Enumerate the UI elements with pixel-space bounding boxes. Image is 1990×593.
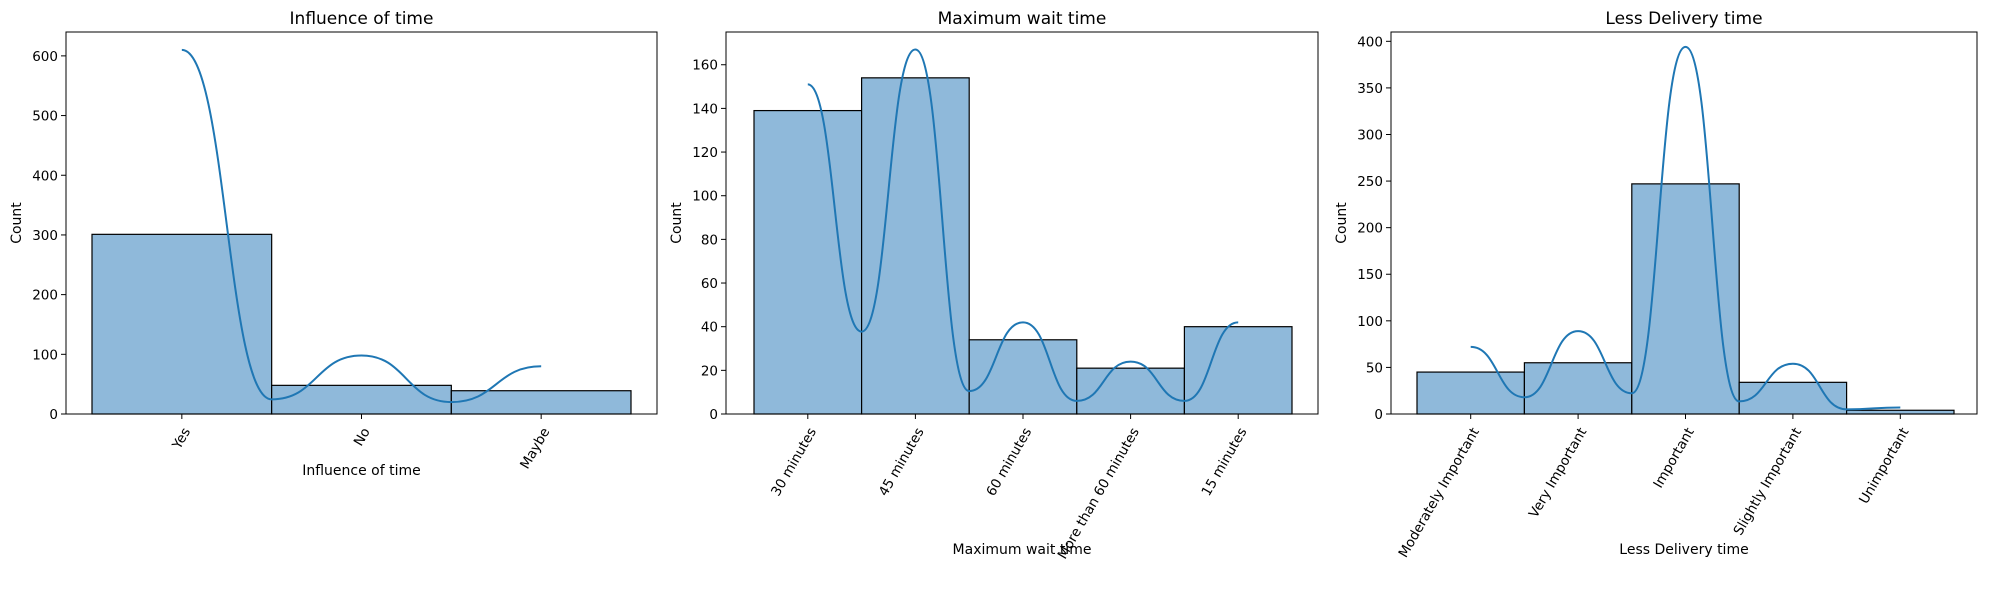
x-tick-label: 45 minutes [876,425,928,499]
x-tick-label: Moderately Important [1395,425,1482,560]
subplot-1: 0 100 200 300 400 500 600 Yes No Maybe Influence o… [9,9,658,479]
y-tick-label: 400 [32,168,58,184]
y-tick-label: 350 [1357,81,1383,97]
y-tick-label: 80 [701,232,718,248]
y-tick-label: 50 [1366,360,1383,376]
kde-curve [181,48,542,404]
bar-unimportant [1845,409,1955,415]
y-tick-label: 20 [701,363,718,379]
axes-frame [1390,31,1978,415]
x-tick-label: Important [1650,425,1697,491]
bar-important [1631,183,1740,415]
y-tick-label: 0 [709,407,718,423]
y-tick-label: 400 [1357,34,1383,50]
bar-more-than-60-minutes [1076,367,1186,415]
kde-curve [1470,45,1901,411]
bar-no [271,384,452,415]
x-tick-label: Yes [169,425,194,453]
y-axis-label: Count [9,202,25,244]
chart-title: Less Delivery time [1605,9,1762,29]
x-axis-label: Influence of time [302,463,421,479]
y-tick-label: 140 [692,101,718,117]
y-axis-label: Count [669,202,685,244]
bar-maybe [450,390,632,415]
y-tick-label: 0 [49,407,58,423]
subplot-3: 0 50 100 150 200 250 300 350 400 Moderately Impor… [1334,9,1978,561]
y-tick-label: 500 [32,109,58,125]
x-axis-label: Less Delivery time [1619,542,1748,558]
y-tick-label: 150 [1357,267,1383,283]
y-tick-label: 200 [1357,221,1383,237]
bar-moderately-important [1416,371,1526,415]
y-tick-label: 100 [692,189,718,205]
chart-title: Influence of time [290,9,434,29]
x-tick-label: 30 minutes [768,425,820,499]
x-tick-label: Maybe [517,425,553,472]
bar-slightly-important [1738,381,1848,415]
y-tick-label: 100 [1357,314,1383,330]
x-tick-label: Unimportant [1856,425,1912,507]
kde-curve [807,48,1239,402]
x-tick-label: 60 minutes [983,425,1035,499]
bar-15-minutes [1183,326,1293,415]
y-tick-label: 40 [701,320,718,336]
y-tick-label: 200 [32,288,58,304]
x-axis-label: Maximum wait time [953,542,1092,558]
x-tick-label: Very Important [1526,425,1590,521]
y-tick-label: 250 [1357,174,1383,190]
bar-45-minutes [860,77,970,415]
y-tick-label: 600 [32,49,58,65]
x-tick-label: No [351,425,374,449]
bar-30-minutes [753,109,863,415]
y-tick-label: 60 [701,276,718,292]
y-tick-label: 100 [32,347,58,363]
x-tick-label: Slightly Important [1731,425,1806,538]
y-axis-label: Count [1334,202,1350,244]
axes-frame [725,31,1319,415]
bar-60-minutes [968,339,1078,415]
subplot-2: 0 20 40 60 80 100 120 140 160 30 minutes 45 minute… [669,9,1319,562]
x-tick-label: 15 minutes [1199,425,1251,499]
y-tick-label: 300 [32,228,58,244]
bar-very-important [1523,362,1633,415]
y-tick-label: 160 [692,58,718,74]
y-tick-label: 0 [1374,407,1383,423]
bar-yes [91,233,273,415]
chart-title: Maximum wait time [938,9,1107,29]
y-tick-label: 300 [1357,127,1383,143]
y-tick-label: 120 [692,145,718,161]
